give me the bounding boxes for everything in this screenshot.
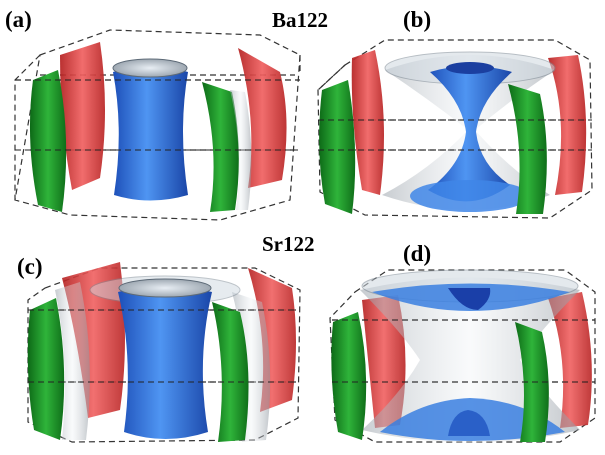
panel-d-green-sheet-left [331,312,367,440]
row-title-ba122: Ba122 [272,8,329,32]
panel-label-a: (a) [5,7,32,32]
panel-b-red-sheet-left [351,50,384,195]
panel-d-blue-bottom-dome [448,410,490,436]
panel-c-cylinder-top [118,278,212,298]
panel-label-d: (d) [403,241,432,266]
panel-d-red-sheet-right [548,292,592,428]
panel-b-blue-hourglass [428,66,512,202]
panel-a-green-sheet-left [29,70,67,212]
panel-label-c: (c) [17,254,43,279]
panel-a-fermi-surface [14,29,301,221]
panel-d-fermi-surface [329,269,596,443]
panel-b-fermi-surface [317,39,593,219]
panel-c-fermi-surface [27,262,301,443]
panel-c-green-sheet-left [27,298,65,440]
panel-a-blue-cylinder [113,66,188,201]
panel-a-red-sheet-right [238,48,287,188]
panel-c-blue-cylinder [118,286,212,439]
panel-b-red-sheet-right [548,55,587,195]
panel-a-red-sheet-left [60,42,105,190]
row-title-sr122: Sr122 [262,232,315,256]
panel-b-green-sheet-right [508,84,547,214]
panel-d-blue-top-cup [448,288,491,310]
panel-b-blue-bottom [410,180,530,212]
panel-b-green-sheet-left [319,80,356,214]
panel-b-blue-top-cap [446,62,494,74]
panel-d-green-sheet-right [515,322,549,442]
panel-a-cylinder-top [112,58,188,78]
panel-d-red-sheet-left [362,295,406,428]
panel-label-b: (b) [403,7,432,32]
panel-a-green-sheet-right [202,82,239,212]
panel-c-gray-surface-left [55,282,90,440]
panel-c-green-sheet-right [212,302,249,442]
